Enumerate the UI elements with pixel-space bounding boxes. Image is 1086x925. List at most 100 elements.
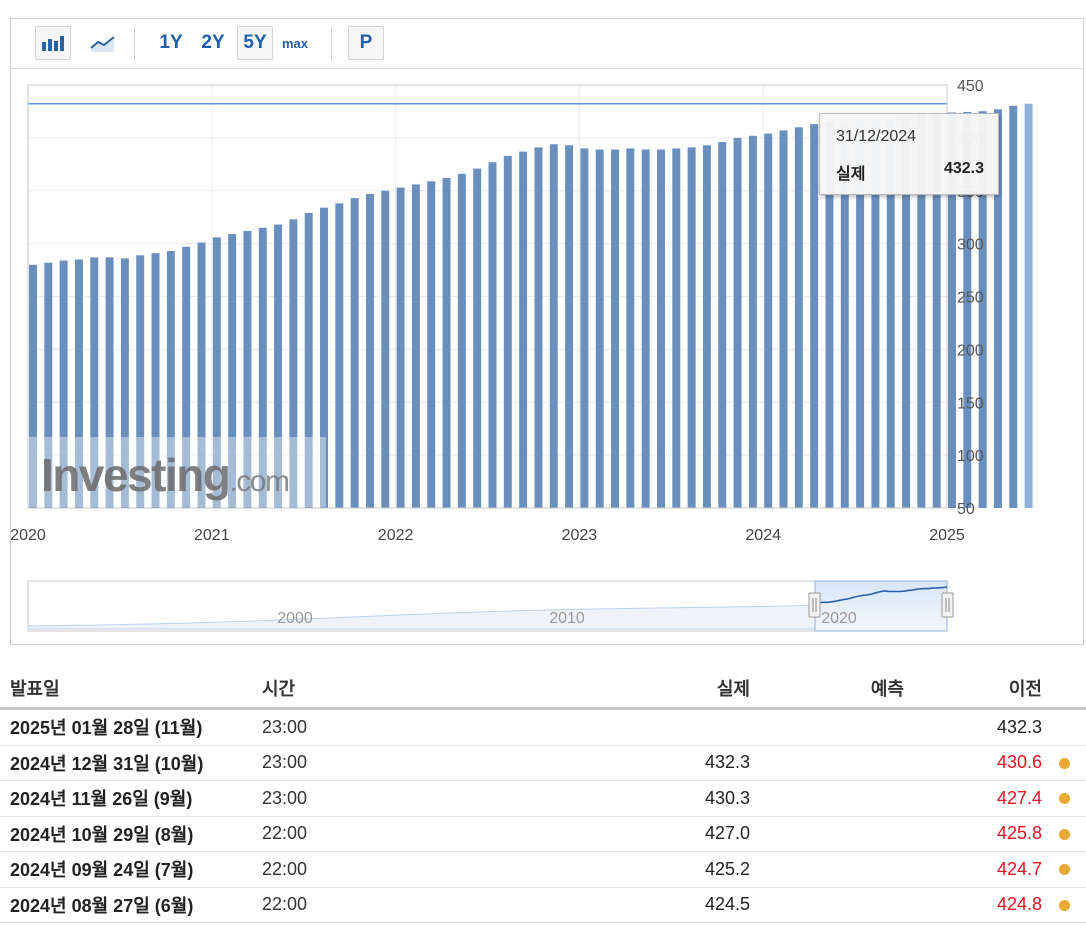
range-1y-button[interactable]: 1Y bbox=[159, 32, 183, 53]
table-row: 2025년 01월 28일 (11월) 23:00 432.3 bbox=[0, 710, 1086, 746]
bar[interactable] bbox=[672, 148, 681, 508]
header-previous[interactable]: 이전 bbox=[1008, 678, 1042, 699]
bar[interactable] bbox=[289, 219, 298, 509]
bar[interactable] bbox=[886, 119, 895, 509]
bar[interactable] bbox=[503, 155, 512, 509]
range-5y-button[interactable]: 5Y bbox=[237, 26, 273, 60]
row-actual: 430.3 bbox=[704, 787, 750, 808]
header-time[interactable]: 시간 bbox=[262, 678, 296, 699]
bar[interactable] bbox=[136, 255, 145, 508]
row-actual: 432.3 bbox=[704, 752, 750, 773]
bar[interactable] bbox=[212, 237, 221, 508]
bar[interactable] bbox=[626, 148, 635, 508]
bar[interactable] bbox=[473, 168, 482, 509]
bar[interactable] bbox=[335, 203, 344, 508]
range-2y-button[interactable]: 2Y bbox=[201, 32, 225, 53]
bar[interactable] bbox=[105, 257, 114, 508]
bar[interactable] bbox=[197, 242, 206, 508]
bar[interactable] bbox=[978, 111, 987, 508]
bar[interactable] bbox=[733, 137, 742, 508]
bar[interactable] bbox=[810, 124, 819, 508]
bar[interactable] bbox=[657, 149, 665, 508]
bar[interactable] bbox=[90, 257, 99, 508]
row-date: 2024년 11월 26일 (9월) bbox=[10, 789, 193, 810]
row-time: 23:00 bbox=[262, 787, 308, 808]
navigator[interactable]: 2000 2010 2020 bbox=[27, 580, 954, 632]
y-tick-label: 100 bbox=[957, 448, 984, 465]
bar[interactable] bbox=[258, 227, 267, 508]
bar[interactable] bbox=[565, 145, 574, 508]
release-history-table: 발표일 시간 실제 예측 이전 2025년 01월 28일 (11월) 23:00… bbox=[0, 668, 1086, 923]
chart-canvas: Investing.com 50100150200250300350400450… bbox=[11, 78, 1033, 632]
bar[interactable] bbox=[304, 212, 313, 508]
bar[interactable] bbox=[779, 130, 788, 508]
bar[interactable] bbox=[794, 127, 803, 509]
header-date[interactable]: 발표일 bbox=[10, 678, 60, 699]
bar[interactable] bbox=[840, 120, 849, 508]
bar[interactable] bbox=[74, 259, 83, 508]
bar[interactable] bbox=[595, 149, 604, 508]
bar[interactable] bbox=[519, 151, 528, 508]
bar[interactable] bbox=[902, 116, 911, 508]
bar[interactable] bbox=[411, 184, 420, 508]
bar[interactable] bbox=[1009, 105, 1018, 508]
bar[interactable] bbox=[687, 147, 696, 508]
bar[interactable] bbox=[274, 224, 283, 508]
row-time: 22:00 bbox=[262, 894, 308, 915]
bar-chart-button[interactable] bbox=[35, 26, 71, 60]
bar[interactable] bbox=[718, 142, 727, 508]
navigator-selection[interactable] bbox=[814, 580, 948, 632]
bar[interactable] bbox=[825, 122, 834, 508]
bar[interactable] bbox=[917, 114, 926, 509]
bar[interactable] bbox=[120, 258, 129, 508]
bar[interactable] bbox=[228, 234, 237, 509]
bar[interactable] bbox=[871, 119, 880, 509]
range-max-button[interactable]: max bbox=[281, 35, 309, 51]
navigator-left-handle[interactable] bbox=[808, 592, 821, 618]
bar[interactable] bbox=[59, 260, 68, 508]
bar[interactable] bbox=[396, 187, 405, 508]
bar[interactable] bbox=[993, 109, 1002, 508]
bar[interactable] bbox=[641, 149, 650, 508]
y-tick-label: 250 bbox=[957, 290, 984, 307]
bar[interactable] bbox=[534, 147, 543, 508]
print-button[interactable]: P bbox=[348, 26, 384, 60]
bar[interactable] bbox=[748, 135, 757, 508]
row-date: 2024년 10월 29일 (8월) bbox=[10, 824, 194, 845]
bar[interactable] bbox=[1024, 103, 1033, 509]
bar[interactable] bbox=[442, 178, 451, 508]
bar[interactable] bbox=[182, 246, 191, 509]
bar[interactable] bbox=[549, 144, 558, 508]
bar[interactable] bbox=[44, 262, 53, 508]
bar[interactable] bbox=[29, 264, 37, 508]
bar[interactable] bbox=[856, 119, 865, 509]
bar[interactable] bbox=[764, 133, 773, 508]
bar[interactable] bbox=[932, 113, 941, 509]
bar[interactable] bbox=[166, 251, 175, 508]
row-time: 23:00 bbox=[262, 752, 308, 773]
bar[interactable] bbox=[963, 111, 972, 508]
table-row: 2024년 09월 24일 (7월) 22:00 425.2 424.7 bbox=[0, 852, 1086, 888]
bar[interactable] bbox=[365, 193, 374, 509]
navigator-label-2020: 2020 bbox=[821, 610, 857, 627]
header-forecast[interactable]: 예측 bbox=[870, 678, 904, 699]
row-previous: 427.4 bbox=[996, 787, 1042, 808]
line-chart-button[interactable] bbox=[85, 26, 121, 60]
bar[interactable] bbox=[151, 253, 160, 508]
bar[interactable] bbox=[457, 173, 466, 508]
table-header: 발표일 시간 실제 예측 이전 bbox=[0, 668, 1086, 710]
navigator-right-handle[interactable] bbox=[941, 592, 954, 618]
bar[interactable] bbox=[948, 112, 956, 509]
x-tick-label: 2020 bbox=[11, 527, 46, 544]
bar[interactable] bbox=[580, 148, 589, 508]
bar[interactable] bbox=[611, 149, 620, 508]
header-actual[interactable]: 실제 bbox=[716, 678, 750, 699]
bar[interactable] bbox=[427, 181, 436, 509]
bar[interactable] bbox=[381, 190, 390, 508]
bar[interactable] bbox=[350, 198, 359, 508]
bar[interactable] bbox=[702, 145, 711, 508]
bar[interactable] bbox=[320, 207, 328, 509]
row-previous: 432.3 bbox=[996, 716, 1042, 737]
bar[interactable] bbox=[243, 230, 252, 508]
bar[interactable] bbox=[488, 162, 497, 508]
